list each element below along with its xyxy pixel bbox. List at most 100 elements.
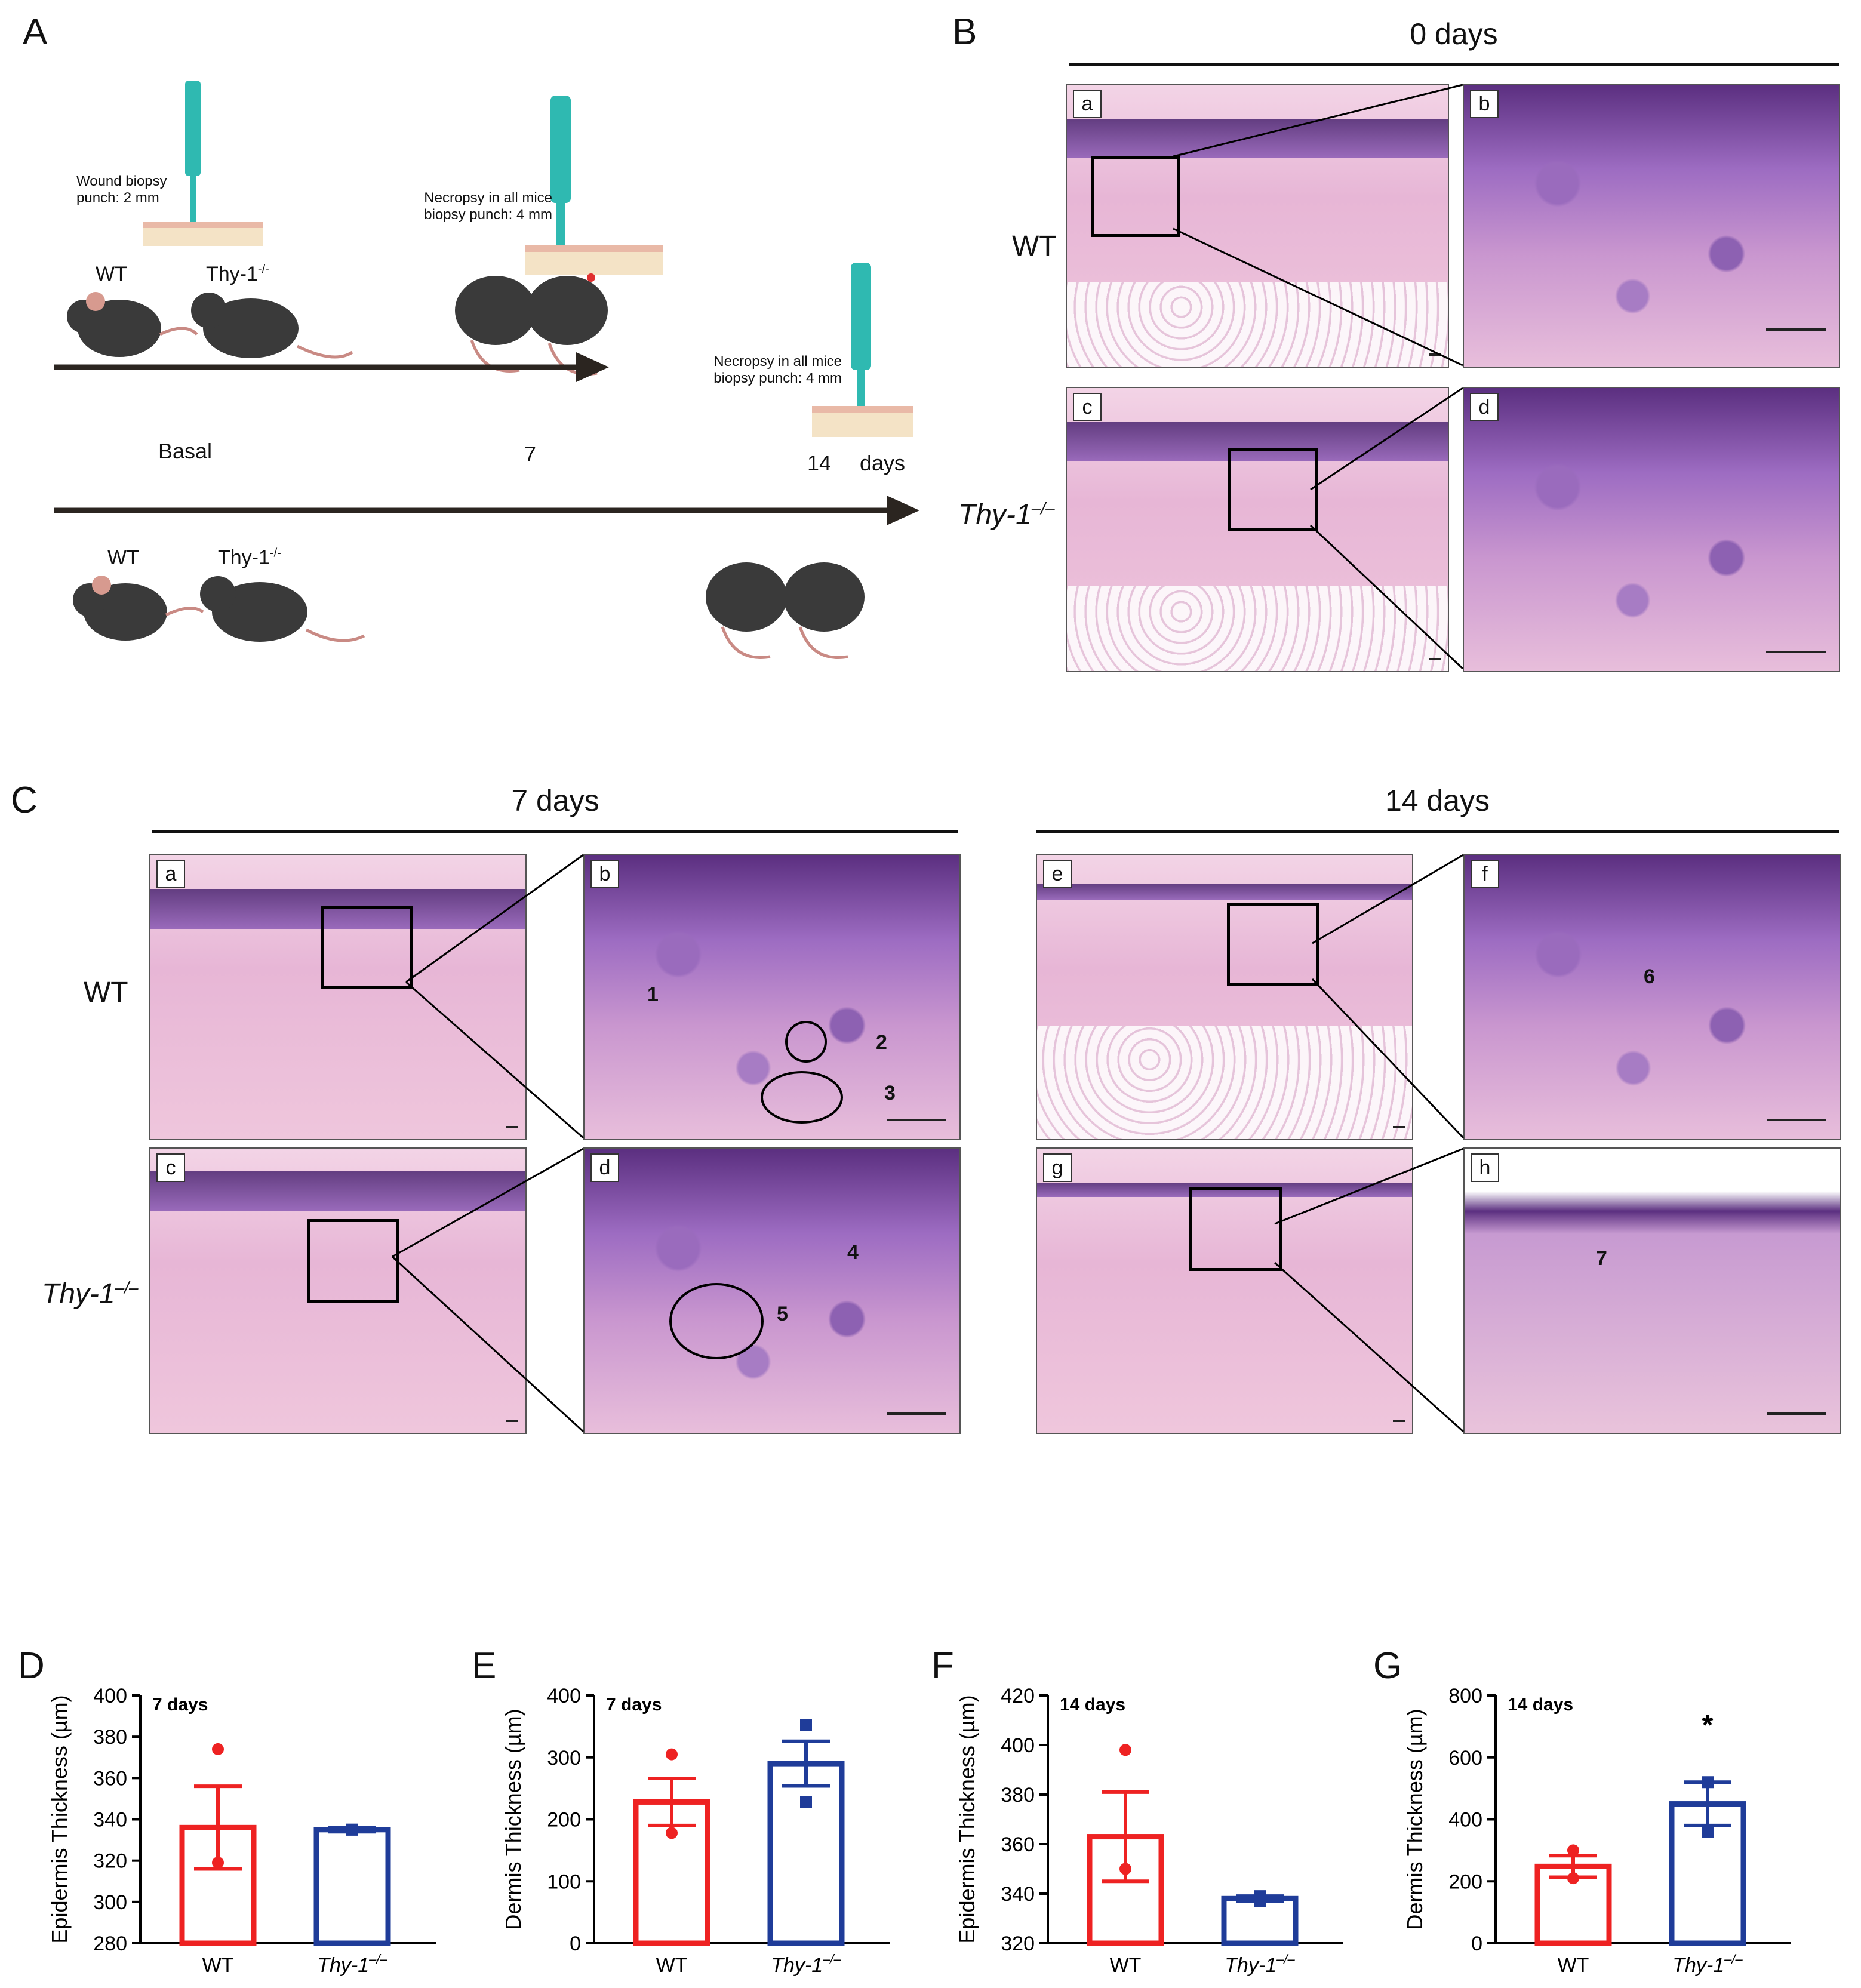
y-tick-label: 800 — [1448, 1685, 1482, 1707]
mouse-wt-icon — [73, 576, 204, 641]
histology-c-e: e — [1036, 854, 1413, 1140]
histology-b-d: d — [1463, 387, 1840, 672]
y-tick-label: 320 — [1001, 1932, 1035, 1955]
histology-b-b: b — [1463, 84, 1840, 368]
panel-c-title-7: 7 days — [511, 784, 599, 817]
x-tick-label: Thy-1–/– — [771, 1952, 841, 1977]
data-point — [346, 1823, 358, 1836]
y-tick-label: 0 — [1471, 1932, 1482, 1955]
significance-mark: * — [1702, 1709, 1714, 1741]
y-tick-label: 340 — [93, 1809, 127, 1832]
data-point — [1702, 1826, 1714, 1838]
histology-b-c: c — [1066, 387, 1449, 672]
y-tick-label: 280 — [93, 1932, 127, 1955]
panel-b-row-wt: WT — [1012, 230, 1057, 262]
data-point — [1254, 1895, 1266, 1907]
x-tick-label: Thy-1–/– — [317, 1952, 387, 1977]
roi-box — [1189, 1187, 1282, 1271]
chart-g: 0 200 400 600 800 Dermis Thickness (µm) 14 day… — [1402, 1685, 1791, 1977]
y-tick-label: 200 — [547, 1809, 581, 1832]
histology-c-c: c — [149, 1147, 527, 1434]
mouse-thy1-icon — [200, 576, 365, 642]
mouse-necropsy-icon — [706, 562, 865, 659]
chart-annotation: 7 days — [606, 1695, 662, 1715]
bar — [313, 1827, 391, 1946]
histology-c-d: d 4 5 — [583, 1147, 961, 1434]
histology-c-f: f 6 — [1463, 854, 1841, 1140]
panel-a-schematic — [54, 81, 919, 659]
y-tick-label: 360 — [1001, 1833, 1035, 1856]
chart-f: 320 340 360 380 400 420 Epidermis Thickness (µ… — [955, 1685, 1343, 1977]
data-point — [212, 1857, 224, 1869]
bar — [767, 1761, 845, 1946]
panel-b-title: 0 days — [1410, 17, 1498, 51]
chart-d: 280 300 320 340 360 380 400 Epidermis Thickness… — [47, 1685, 436, 1977]
panel-c-rule-7 — [152, 830, 958, 833]
panel-letter-b: B — [952, 11, 977, 53]
days-label: days — [860, 451, 906, 475]
panel-b-rule — [1069, 63, 1839, 66]
panel-letter-e: E — [472, 1645, 497, 1687]
y-tick-label: 200 — [1448, 1870, 1482, 1893]
chart-annotation: 14 days — [1508, 1695, 1573, 1715]
y-tick-label: 400 — [93, 1685, 127, 1707]
data-point — [800, 1719, 812, 1731]
data-point — [666, 1748, 678, 1761]
data-point — [1567, 1844, 1579, 1857]
histology-c-g: g — [1036, 1147, 1413, 1434]
chart-annotation: 7 days — [152, 1695, 208, 1715]
y-tick-label: 420 — [1001, 1685, 1035, 1707]
x-tick-label: WT — [1558, 1954, 1589, 1977]
roi-box — [1091, 156, 1180, 237]
day-14-label: 14 — [807, 451, 832, 475]
data-point — [1567, 1872, 1579, 1885]
histology-c-b: b 1 2 3 — [583, 854, 961, 1140]
data-point — [1119, 1744, 1131, 1756]
day-7-label: 7 — [524, 442, 537, 466]
panel-letter-d: D — [18, 1645, 45, 1687]
y-tick-label: 100 — [547, 1870, 581, 1893]
annotation-circle — [785, 1021, 827, 1063]
thy1-label-2: Thy-1-/- — [218, 546, 281, 569]
roi-box — [1228, 448, 1318, 531]
annotation-circle — [761, 1071, 843, 1124]
y-tick-label: 400 — [1001, 1734, 1035, 1757]
histology-c-h: h 7 — [1463, 1147, 1841, 1434]
panel-letter-a: A — [23, 11, 48, 53]
mouse-thy1-icon — [191, 293, 353, 359]
data-point — [212, 1743, 224, 1755]
mouse-wt-icon — [67, 292, 198, 357]
basal-label: Basal — [158, 439, 213, 463]
necropsy-7-label: Necropsy in all mice biopsy punch: 4 mm — [424, 190, 552, 223]
roi-box — [1227, 903, 1319, 986]
mouse-wound-icon — [455, 273, 608, 376]
roi-box — [321, 906, 413, 989]
chart-annotation: 14 days — [1060, 1695, 1125, 1715]
panel-letter-g: G — [1373, 1645, 1402, 1687]
x-tick-label: WT — [202, 1954, 234, 1977]
panel-letter-f: F — [931, 1645, 954, 1687]
y-tick-label: 0 — [570, 1932, 581, 1955]
wt-label-2: WT — [107, 546, 139, 569]
x-tick-label: Thy-1–/– — [1672, 1952, 1743, 1977]
y-tick-label: 340 — [1001, 1883, 1035, 1906]
annotation-circle — [669, 1283, 764, 1359]
y-axis-label: Epidermis Thickness (µm) — [955, 1695, 979, 1943]
x-tick-label: WT — [656, 1954, 688, 1977]
y-tick-label: 400 — [1448, 1809, 1482, 1832]
biopsy-punch-icon — [550, 96, 571, 254]
y-tick-label: 380 — [93, 1726, 127, 1749]
necropsy-14-label: Necropsy in all mice biopsy punch: 4 mm — [713, 353, 842, 386]
data-point — [1702, 1776, 1714, 1789]
panel-letter-c: C — [11, 780, 38, 821]
y-axis-label: Epidermis Thickness (µm) — [47, 1695, 72, 1943]
y-tick-label: 360 — [93, 1767, 127, 1790]
y-tick-label: 320 — [93, 1850, 127, 1873]
panel-c-title-14: 14 days — [1385, 784, 1490, 817]
y-tick-label: 380 — [1001, 1784, 1035, 1807]
data-point — [800, 1796, 812, 1808]
y-tick-label: 300 — [547, 1747, 581, 1769]
data-point — [1119, 1863, 1131, 1875]
